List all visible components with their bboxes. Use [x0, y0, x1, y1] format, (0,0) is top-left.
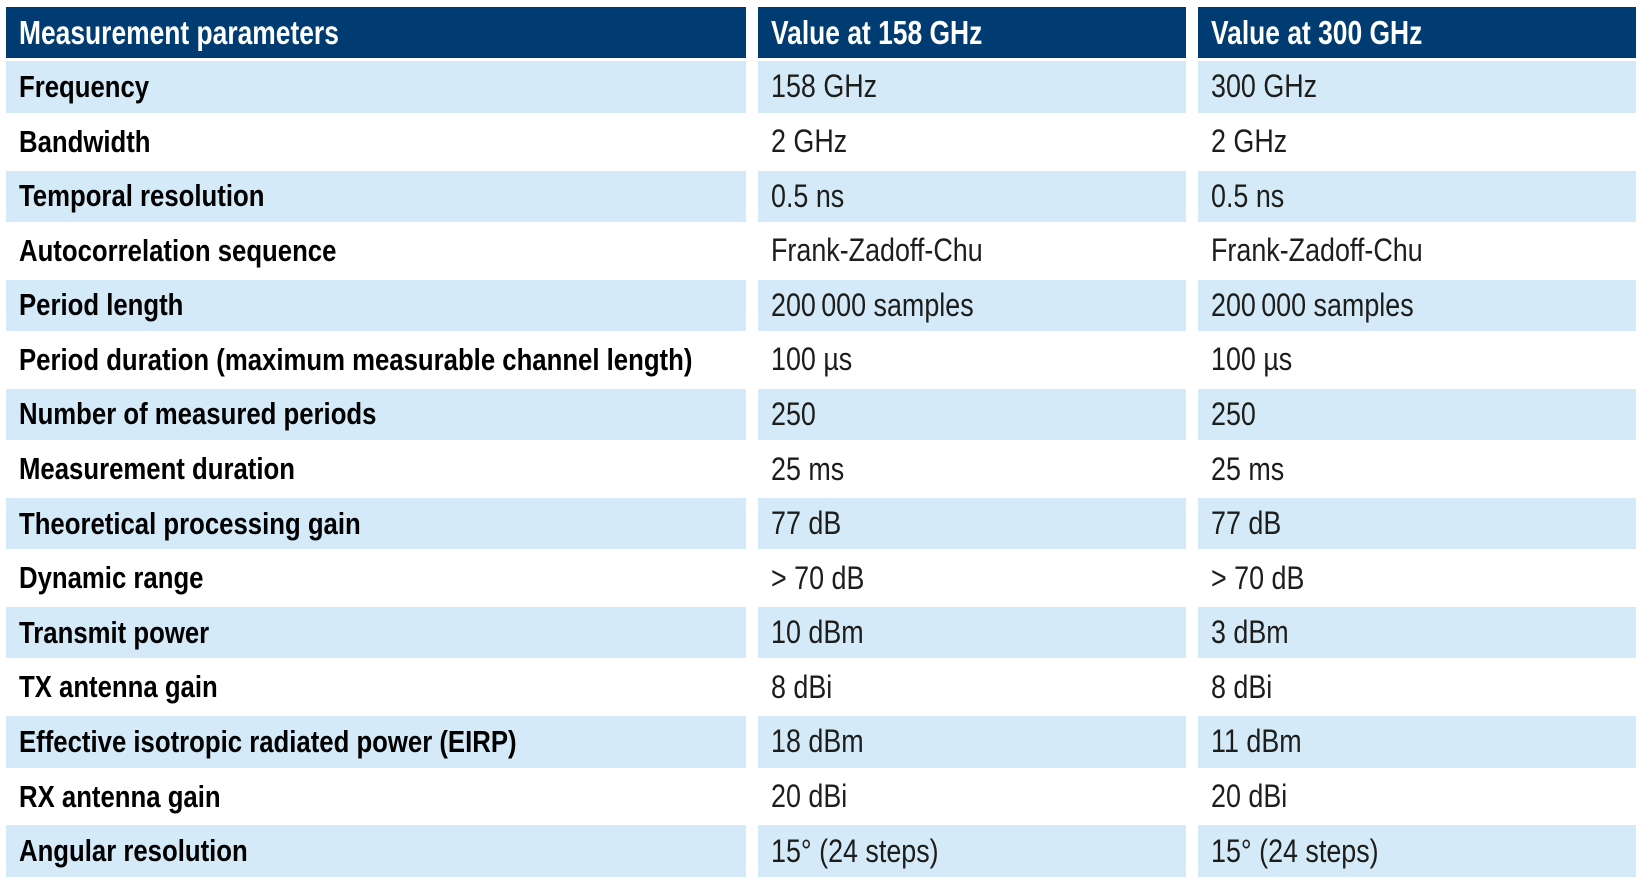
table-cell: Frequency	[6, 61, 746, 113]
cell-value: 2 GHz	[1211, 123, 1288, 160]
header-cell-parameters: Measurement parameters	[6, 7, 746, 58]
cell-value: Frank-Zadoff-Chu	[771, 232, 983, 269]
measurement-table: Measurement parameters Value at 158 GHz …	[6, 7, 1636, 877]
table-cell: 158 GHz	[758, 61, 1186, 113]
table-cell: Bandwidth	[6, 115, 746, 168]
table-cell: Effective isotropic radiated power (EIRP…	[6, 716, 746, 768]
header-label: Value at 300 GHz	[1211, 13, 1423, 51]
table-cell: 25 ms	[758, 443, 1186, 495]
cell-value: > 70 dB	[1211, 559, 1305, 596]
row-label: Number of measured periods	[19, 396, 377, 432]
row-label: Autocorrelation sequence	[19, 232, 337, 268]
table-cell: Period duration (maximum measurable chan…	[6, 334, 746, 386]
cell-value: 25 ms	[1211, 450, 1285, 487]
cell-value: 200 000 samples	[771, 286, 974, 323]
cell-value: 3 dBm	[1211, 614, 1289, 651]
table-cell: Autocorrelation sequence	[6, 225, 746, 277]
table-cell: Frank-Zadoff-Chu	[758, 225, 1186, 277]
cell-value: 0.5 ns	[771, 177, 845, 214]
cell-value: 8 dBi	[1211, 668, 1273, 705]
cell-value: Frank-Zadoff-Chu	[1211, 232, 1423, 269]
table-cell: 250	[1198, 388, 1636, 441]
table-cell: 20 dBi	[758, 770, 1186, 823]
row-label: Theoretical processing gain	[19, 505, 361, 541]
cell-value: 15° (24 steps)	[771, 832, 939, 869]
table-cell: 10 dBm	[758, 607, 1186, 659]
table-cell: 8 dBi	[1198, 661, 1636, 713]
row-label: RX antenna gain	[19, 778, 221, 814]
table-cell: Dynamic range	[6, 552, 746, 604]
cell-value: 100 µs	[771, 341, 853, 378]
cell-value: 11 dBm	[1211, 723, 1302, 760]
table-cell: TX antenna gain	[6, 661, 746, 713]
table-cell: 300 GHz	[1198, 61, 1636, 113]
cell-value: 77 dB	[1211, 505, 1282, 542]
row-label: Dynamic range	[19, 560, 204, 596]
row-label: Period duration (maximum measurable chan…	[19, 341, 693, 377]
table-cell: Theoretical processing gain	[6, 498, 746, 550]
table-cell: 100 µs	[758, 334, 1186, 386]
table-cell: 100 µs	[1198, 334, 1636, 386]
row-label: Period length	[19, 287, 184, 323]
row-label: Frequency	[19, 68, 150, 104]
cell-value: 15° (24 steps)	[1211, 832, 1379, 869]
table-cell: 11 dBm	[1198, 716, 1636, 768]
cell-value: 20 dBi	[771, 778, 848, 814]
header-cell-158ghz: Value at 158 GHz	[758, 7, 1186, 58]
cell-value: 0.5 ns	[1211, 177, 1285, 214]
cell-value: 25 ms	[771, 450, 845, 487]
table-cell: Measurement duration	[6, 443, 746, 495]
table-cell: 20 dBi	[1198, 770, 1636, 823]
cell-value: 2 GHz	[771, 123, 848, 160]
row-label: Angular resolution	[19, 833, 248, 869]
cell-value: 300 GHz	[1211, 68, 1318, 105]
cell-value: 10 dBm	[771, 614, 864, 651]
cell-value: 18 dBm	[771, 723, 864, 760]
cell-value: 77 dB	[771, 505, 842, 542]
row-label: Bandwidth	[19, 123, 151, 159]
table-cell: 25 ms	[1198, 443, 1636, 495]
table-cell: Angular resolution	[6, 825, 746, 877]
table-cell: 77 dB	[1198, 498, 1636, 550]
table-cell: 200 000 samples	[1198, 279, 1636, 331]
table-cell: Transmit power	[6, 607, 746, 659]
table-cell: 8 dBi	[758, 661, 1186, 713]
header-cell-300ghz: Value at 300 GHz	[1198, 7, 1636, 58]
row-label: Temporal resolution	[19, 178, 265, 214]
cell-value: 20 dBi	[1211, 778, 1288, 814]
table-cell: Period length	[6, 279, 746, 331]
table-cell: 250	[758, 388, 1186, 441]
table-cell: > 70 dB	[758, 552, 1186, 604]
header-label: Measurement parameters	[19, 13, 339, 51]
table-cell: 2 GHz	[758, 115, 1186, 168]
table-cell: 0.5 ns	[1198, 170, 1636, 222]
cell-value: 158 GHz	[771, 68, 878, 105]
table-cell: 15° (24 steps)	[758, 825, 1186, 877]
cell-value: 250	[771, 395, 816, 432]
cell-value: 200 000 samples	[1211, 286, 1414, 323]
table-cell: 15° (24 steps)	[1198, 825, 1636, 877]
table-cell: Frank-Zadoff-Chu	[1198, 225, 1636, 277]
cell-value: > 70 dB	[771, 559, 865, 596]
table-cell: 0.5 ns	[758, 170, 1186, 222]
table-cell: Number of measured periods	[6, 388, 746, 441]
row-label: Measurement duration	[19, 451, 295, 487]
table-cell: 200 000 samples	[758, 279, 1186, 331]
table-cell: 2 GHz	[1198, 115, 1636, 168]
row-label: Transmit power	[19, 614, 210, 650]
table-cell: 18 dBm	[758, 716, 1186, 768]
table-cell: 3 dBm	[1198, 607, 1636, 659]
cell-value: 250	[1211, 395, 1256, 432]
header-label: Value at 158 GHz	[771, 13, 983, 51]
table-cell: 77 dB	[758, 498, 1186, 550]
row-label: Effective isotropic radiated power (EIRP…	[19, 723, 517, 759]
table-cell: RX antenna gain	[6, 770, 746, 823]
table-cell: Temporal resolution	[6, 170, 746, 222]
row-label: TX antenna gain	[19, 669, 218, 705]
cell-value: 8 dBi	[771, 668, 833, 705]
table-cell: > 70 dB	[1198, 552, 1636, 604]
cell-value: 100 µs	[1211, 341, 1293, 378]
